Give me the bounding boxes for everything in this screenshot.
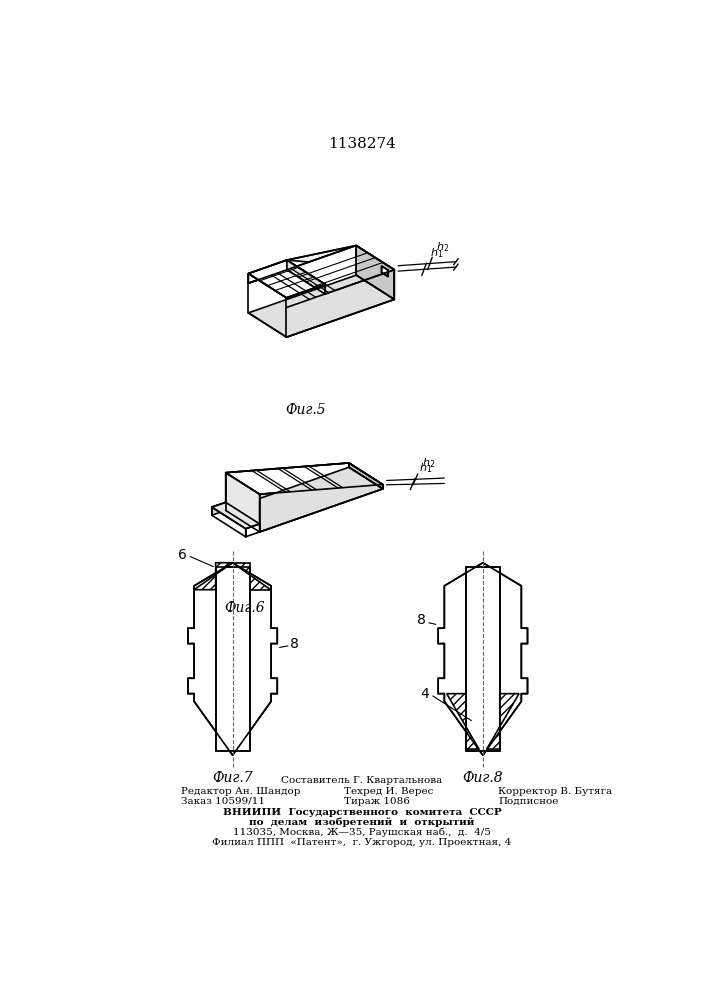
Text: Техред И. Верес: Техред И. Верес (344, 787, 433, 796)
Text: по  делам  изобретений  и  открытий: по делам изобретений и открытий (250, 818, 474, 827)
Polygon shape (248, 260, 325, 298)
Polygon shape (287, 246, 395, 294)
Text: Фиг.6: Фиг.6 (224, 601, 264, 615)
Polygon shape (248, 270, 325, 298)
Polygon shape (438, 563, 527, 755)
Text: $h_1$: $h_1$ (431, 246, 443, 260)
Polygon shape (216, 567, 250, 751)
Text: Филиал ППП  «Патент»,  г. Ужгород, ул. Проектная, 4: Филиал ППП «Патент», г. Ужгород, ул. Про… (212, 838, 512, 847)
Polygon shape (248, 275, 395, 337)
Text: 113035, Москва, Ж—35, Раушская наб.,  д.  4/5: 113035, Москва, Ж—35, Раушская наб., д. … (233, 828, 491, 837)
Polygon shape (259, 485, 382, 532)
Polygon shape (466, 567, 500, 751)
Polygon shape (226, 473, 259, 532)
Polygon shape (286, 284, 325, 307)
Polygon shape (447, 694, 479, 749)
Text: 8: 8 (290, 637, 298, 651)
Text: 6: 6 (178, 548, 187, 562)
Polygon shape (287, 260, 325, 294)
Text: $h_2$: $h_2$ (421, 456, 435, 470)
Text: ВНИИПИ  Государственного  комитета  СССР: ВНИИПИ Государственного комитета СССР (223, 808, 501, 817)
Text: Заказ 10599/11: Заказ 10599/11 (181, 797, 265, 806)
Polygon shape (287, 260, 395, 294)
Text: 4: 4 (421, 687, 429, 701)
Polygon shape (233, 563, 271, 590)
Polygon shape (194, 563, 233, 590)
Text: Тираж 1086: Тираж 1086 (344, 797, 410, 806)
Text: $h_2$: $h_2$ (436, 240, 449, 254)
Text: Составитель Г. Квартальнова: Составитель Г. Квартальнова (281, 776, 443, 785)
Polygon shape (212, 502, 226, 515)
Polygon shape (226, 467, 382, 532)
Text: Фиг.7: Фиг.7 (212, 771, 253, 785)
Text: 1138274: 1138274 (328, 137, 396, 151)
Text: 8: 8 (417, 613, 426, 628)
Polygon shape (356, 246, 395, 299)
Text: Фиг.8: Фиг.8 (462, 771, 503, 785)
Polygon shape (226, 463, 382, 494)
Polygon shape (248, 246, 356, 283)
Polygon shape (486, 694, 519, 749)
Polygon shape (286, 270, 395, 337)
Text: Редактор Ан. Шандор: Редактор Ан. Шандор (181, 787, 300, 796)
Text: Фиг.5: Фиг.5 (286, 403, 326, 417)
Polygon shape (349, 463, 382, 489)
Text: Корректор В. Бутяга: Корректор В. Бутяга (498, 787, 612, 796)
Polygon shape (246, 524, 259, 537)
Text: Подписное: Подписное (498, 797, 559, 806)
Polygon shape (188, 563, 277, 755)
Polygon shape (212, 502, 259, 529)
Polygon shape (382, 266, 388, 277)
Text: $h_1$: $h_1$ (419, 461, 432, 475)
